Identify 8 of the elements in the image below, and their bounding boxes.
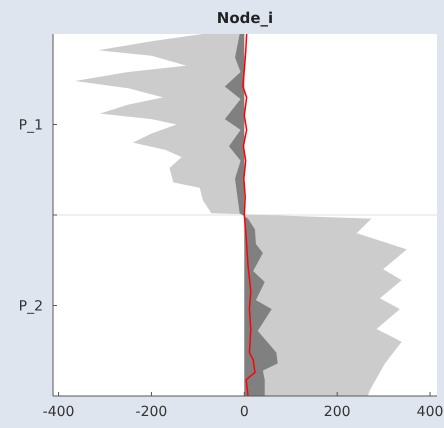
x-tick-label: -400 [42, 404, 74, 420]
chart-title: Node_i [216, 9, 274, 27]
y-tick-label: P_1 [18, 117, 43, 134]
x-tick-label: 200 [324, 404, 351, 420]
x-tick-label: -200 [136, 404, 168, 420]
x-tick-label: 0 [240, 404, 249, 420]
x-tick-label: 400 [416, 404, 444, 420]
y-tick-label: P_2 [18, 298, 43, 314]
